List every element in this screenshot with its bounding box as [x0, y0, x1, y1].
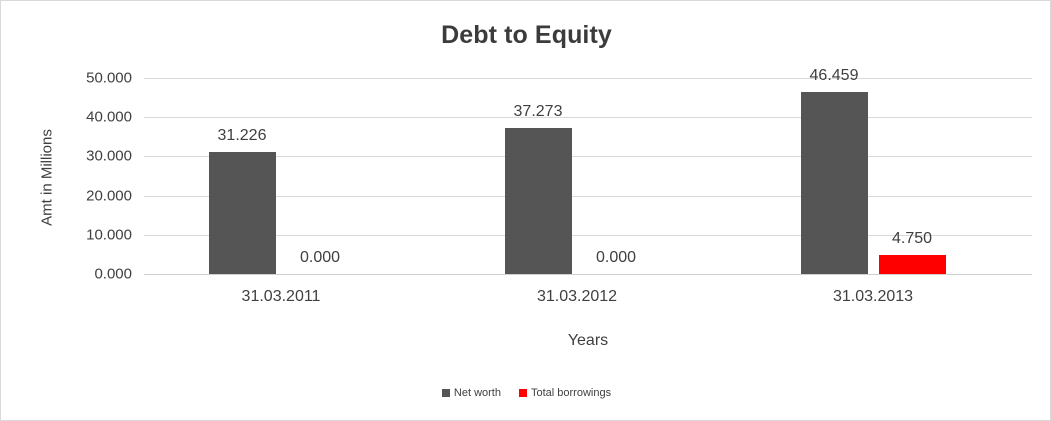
axis-baseline: [144, 274, 1032, 275]
legend-item-net-worth[interactable]: Net worth: [441, 387, 501, 399]
x-axis-tick-label: 31.03.2013: [832, 288, 914, 305]
legend-label: Net worth: [453, 387, 501, 399]
y-axis-tick-label: 40.000: [86, 108, 132, 126]
x-axis-tick-label: 31.03.2012: [536, 288, 618, 305]
data-label-total-borrowings-2013: 4.750: [891, 230, 933, 248]
gridline: [144, 235, 1032, 236]
gridline: [144, 78, 1032, 79]
y-axis-tick-label: 30.000: [86, 147, 132, 165]
data-label-net-worth-2013: 46.459: [809, 66, 859, 84]
legend-label: Total borrowings: [530, 387, 612, 399]
bar-total-borrowings-2013[interactable]: [878, 255, 946, 274]
gridline: [144, 117, 1032, 118]
data-label-total-borrowings-2011: 0.000: [299, 249, 341, 266]
chart-legend: Net worth Total borrowings: [1, 387, 1050, 399]
bar-net-worth-2012[interactable]: [504, 127, 572, 274]
bar-net-worth-2013[interactable]: [800, 91, 868, 274]
x-axis-title: Years: [567, 332, 609, 349]
legend-swatch-icon: [518, 389, 527, 397]
y-axis-tick-label: 10.000: [86, 226, 132, 244]
x-axis-category-labels: 31.03.2011 31.03.2012 31.03.2013: [144, 288, 1032, 314]
plot-area: 31.226 37.273 46.459 0.000 0.000 4.750: [144, 67, 1032, 275]
data-label-net-worth-2011: 31.226: [217, 126, 267, 144]
bar-net-worth-2011[interactable]: [208, 151, 276, 274]
chart-title: Debt to Equity: [441, 21, 612, 49]
legend-item-total-borrowings[interactable]: Total borrowings: [518, 387, 612, 399]
data-label-net-worth-2012: 37.273: [513, 102, 563, 120]
gridline: [144, 196, 1032, 197]
x-axis-tick-label: 31.03.2011: [241, 288, 321, 305]
y-axis-tick-labels: 50.000 40.000 30.000 20.000 10.000 0.000: [1, 70, 132, 283]
data-label-total-borrowings-2012: 0.000: [595, 249, 637, 266]
gridline: [144, 156, 1032, 157]
legend-swatch-icon: [441, 389, 450, 397]
y-axis-tick-label: 50.000: [86, 69, 132, 87]
y-axis-tick-label: 0.000: [94, 265, 132, 283]
y-axis-tick-label: 20.000: [86, 187, 132, 205]
